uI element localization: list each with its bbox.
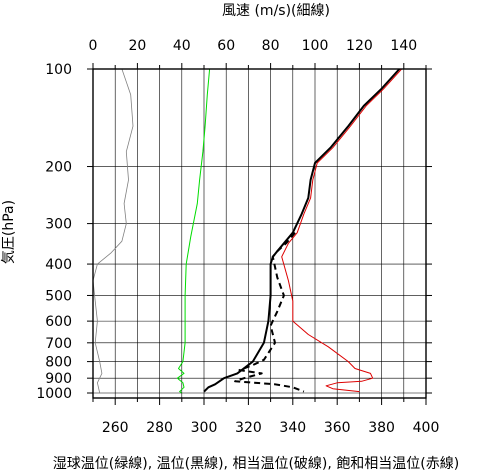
series-line-飽和相当温位 bbox=[281, 68, 402, 393]
top-tick-label: 40 bbox=[173, 38, 191, 54]
bottom-tick-label: 260 bbox=[102, 420, 129, 436]
top-tick-label: 20 bbox=[128, 38, 146, 54]
bottom-tick-label: 380 bbox=[368, 420, 395, 436]
top-tick-label: 100 bbox=[302, 38, 329, 54]
top-tick-label: 60 bbox=[217, 38, 235, 54]
bottom-tick-label: 300 bbox=[191, 420, 218, 436]
y-tick-label: 500 bbox=[45, 288, 72, 304]
y-tick-label: 400 bbox=[45, 257, 72, 273]
series-layer bbox=[92, 68, 402, 394]
y-tick-label: 600 bbox=[45, 314, 72, 330]
y-tick-label: 300 bbox=[45, 217, 72, 233]
y-tick-label: 700 bbox=[45, 336, 72, 352]
tick-marks bbox=[87, 63, 432, 405]
top-tick-label: 80 bbox=[262, 38, 280, 54]
series-line-風速 bbox=[92, 68, 134, 394]
bottom-tick-label: 360 bbox=[324, 420, 351, 436]
bottom-axis-title: 湿球温位(緑線), 温位(黒線), 相当温位(破線), 飽和相当温位(赤線) bbox=[53, 455, 459, 472]
y-tick-label: 800 bbox=[45, 355, 72, 371]
top-tick-label: 140 bbox=[390, 38, 417, 54]
bottom-tick-label: 400 bbox=[413, 420, 440, 436]
series-line-温位 bbox=[203, 68, 401, 393]
series-line-相当温位 bbox=[234, 232, 305, 393]
y-tick-label: 900 bbox=[45, 371, 72, 387]
top-tick-label: 120 bbox=[346, 38, 373, 54]
y-tick-label: 100 bbox=[45, 62, 72, 78]
top-axis-title: 風速 (m/s)(細線) bbox=[222, 3, 330, 19]
y-tick-label: 1000 bbox=[36, 386, 72, 402]
plot-frame bbox=[92, 68, 427, 399]
bottom-tick-label: 340 bbox=[279, 420, 306, 436]
top-tick-label: 0 bbox=[89, 38, 98, 54]
series-line-湿球温位 bbox=[176, 68, 211, 394]
bottom-tick-label: 320 bbox=[235, 420, 262, 436]
grid-lines bbox=[93, 68, 426, 398]
y-axis-title: 気圧(hPa) bbox=[1, 200, 17, 264]
plot-border bbox=[92, 68, 427, 399]
bottom-tick-label: 280 bbox=[146, 420, 173, 436]
y-tick-label: 200 bbox=[45, 160, 72, 176]
